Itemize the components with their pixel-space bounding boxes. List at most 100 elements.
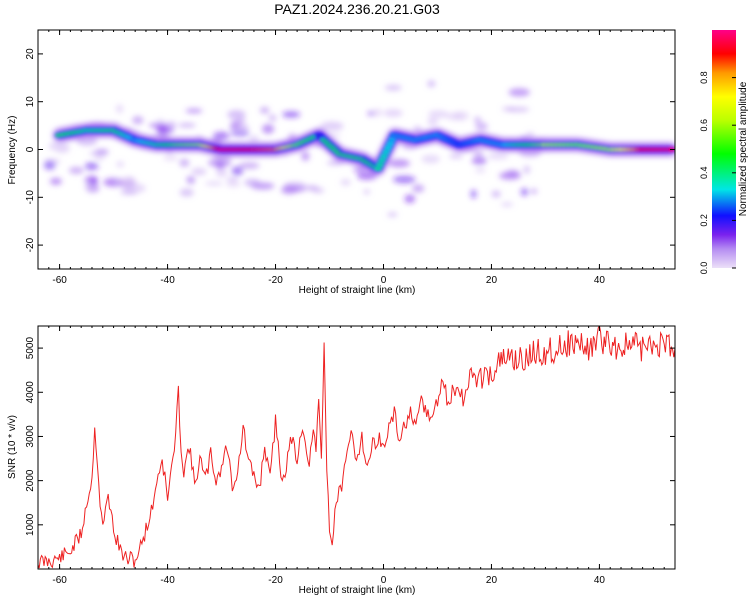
spectrogram-blob (191, 167, 207, 176)
spectrogram-blob (506, 106, 530, 113)
spectrogram-blob (475, 167, 486, 174)
spectrogram-blob (471, 156, 487, 165)
spectrogram-blob (148, 122, 168, 129)
snr-xlabel: Height of straight line (km) (299, 585, 416, 596)
y-tick-label: 4000 (25, 381, 36, 404)
spectrogram-blob (388, 159, 410, 168)
spectrogram-halo (43, 80, 675, 217)
x-tick-label: -20 (268, 575, 283, 586)
spectrogram-blob (392, 175, 416, 184)
spectrogram-blob (499, 171, 521, 180)
spectrogram-blob (162, 154, 179, 161)
spectrogram-blob (215, 168, 228, 178)
x-tick-label: -20 (268, 275, 283, 286)
colorbar-tick-label: 0.4 (699, 167, 709, 180)
spectrogram-blob (204, 180, 224, 187)
spectrogram-blob (445, 112, 464, 121)
spectrogram-blob (231, 166, 244, 176)
colorbar-ticks: 0.0 0.2 0.4 0.6 0.8 (699, 71, 736, 274)
spectrogram-blob (508, 88, 531, 97)
spectrogram-blob (387, 212, 398, 217)
spectrogram-blob (421, 154, 441, 164)
spectrogram-blob (487, 152, 509, 160)
spectrogram-blob (132, 116, 144, 125)
spectrogram-blob (179, 158, 190, 168)
spectrogram-blob (43, 160, 56, 170)
y-tick-label: 1000 (25, 513, 36, 536)
spectrogram-blob (500, 202, 514, 207)
colorbar: 0.0 0.2 0.4 0.6 0.8 Normalized spectral ampl… (699, 30, 749, 274)
spectrogram-blob (115, 104, 124, 114)
spectrogram-blob (372, 108, 383, 117)
snr-ylabel: SNR (10 * v/v) (7, 415, 18, 479)
spectrogram-blob (470, 189, 477, 199)
spectrogram-blob (227, 109, 246, 120)
spectrogram-ylabel: Frequency (Hz) (7, 116, 18, 185)
spectrogram-blob (363, 189, 370, 195)
y-tick-label: 10 (25, 96, 36, 108)
spectrogram-blob (178, 123, 196, 128)
spectrogram-panel: -60 -40 -20 0 20 40 -20 -10 0 10 20 Height of str… (7, 29, 676, 296)
x-tick-label: -60 (52, 575, 67, 586)
x-tick-label: 40 (594, 575, 606, 586)
spectrogram-blob (523, 165, 531, 175)
spectrogram-blob (156, 127, 175, 134)
y-tick-label: -20 (25, 237, 36, 252)
spectrogram-blob (248, 135, 260, 143)
spectrogram-blob (428, 110, 449, 119)
x-tick-label: 20 (486, 575, 498, 586)
spectrogram-blob (230, 130, 250, 137)
spectrogram-blob (449, 153, 464, 159)
snr-series-line (38, 326, 675, 569)
spectrogram-blob (212, 131, 230, 141)
spectrogram-blob (413, 126, 422, 132)
y-tick-label: 5000 (25, 337, 36, 360)
spectrogram-blob (475, 122, 488, 131)
spectrogram-blob (340, 178, 351, 186)
spectrogram-blob (384, 84, 402, 91)
spectrogram-blob (326, 160, 345, 166)
colorbar-gradient (712, 30, 736, 268)
spectrogram-blob (155, 118, 165, 124)
spectrogram-blob (185, 108, 203, 114)
spectrogram-blob (116, 161, 125, 168)
y-tick-label: 3000 (25, 425, 36, 448)
spectrogram-blob (186, 176, 195, 182)
spectrogram-heatmap (43, 80, 675, 217)
y-tick-label: 20 (25, 48, 36, 60)
spectrogram-blob (320, 121, 344, 131)
x-tick-label: 20 (486, 275, 498, 286)
spectrogram-blob (427, 80, 436, 88)
spectrogram-blob (301, 151, 310, 161)
spectrogram-xlabel: Height of straight line (km) (299, 285, 416, 296)
spectrogram-blob (520, 188, 529, 196)
spectrogram-x-ticks: -60 -40 -20 0 20 40 (37, 30, 676, 286)
spectrogram-blob (259, 107, 270, 114)
snr-x-ticks: -60 -40 -20 0 20 40 (37, 326, 676, 586)
spectrogram-blob (282, 111, 301, 118)
spectrogram-blob (49, 177, 62, 185)
spectrogram-blob (353, 167, 366, 172)
spectrogram-blob (412, 184, 425, 193)
spectrogram-blob (91, 176, 98, 186)
colorbar-tick-label: 0.6 (699, 119, 709, 132)
spectrogram-blob (230, 120, 240, 129)
spectrogram-blob (179, 188, 194, 197)
snr-panel: -60 -40 -20 0 20 40 1000 2000 3000 4000 5000 Heig… (7, 325, 676, 596)
spectrogram-blob (238, 162, 260, 170)
spectrogram-blob (304, 185, 319, 191)
spectrogram-blob (244, 178, 261, 187)
spectrogram-blob (165, 121, 177, 130)
colorbar-tick-label: 0.2 (699, 214, 709, 227)
spectrogram-blob (530, 188, 538, 194)
figure-title: PAZ1.2024.236.20.21.G03 (274, 1, 440, 17)
x-tick-label: -60 (52, 275, 67, 286)
x-tick-label: 0 (381, 275, 387, 286)
spectrogram-blob (281, 185, 298, 195)
spectrogram-blob (404, 194, 416, 204)
snr-frame (37, 325, 676, 570)
y-tick-label: 2000 (25, 469, 36, 492)
spectrogram-blob (89, 151, 109, 156)
spectrogram-blob (94, 154, 105, 161)
